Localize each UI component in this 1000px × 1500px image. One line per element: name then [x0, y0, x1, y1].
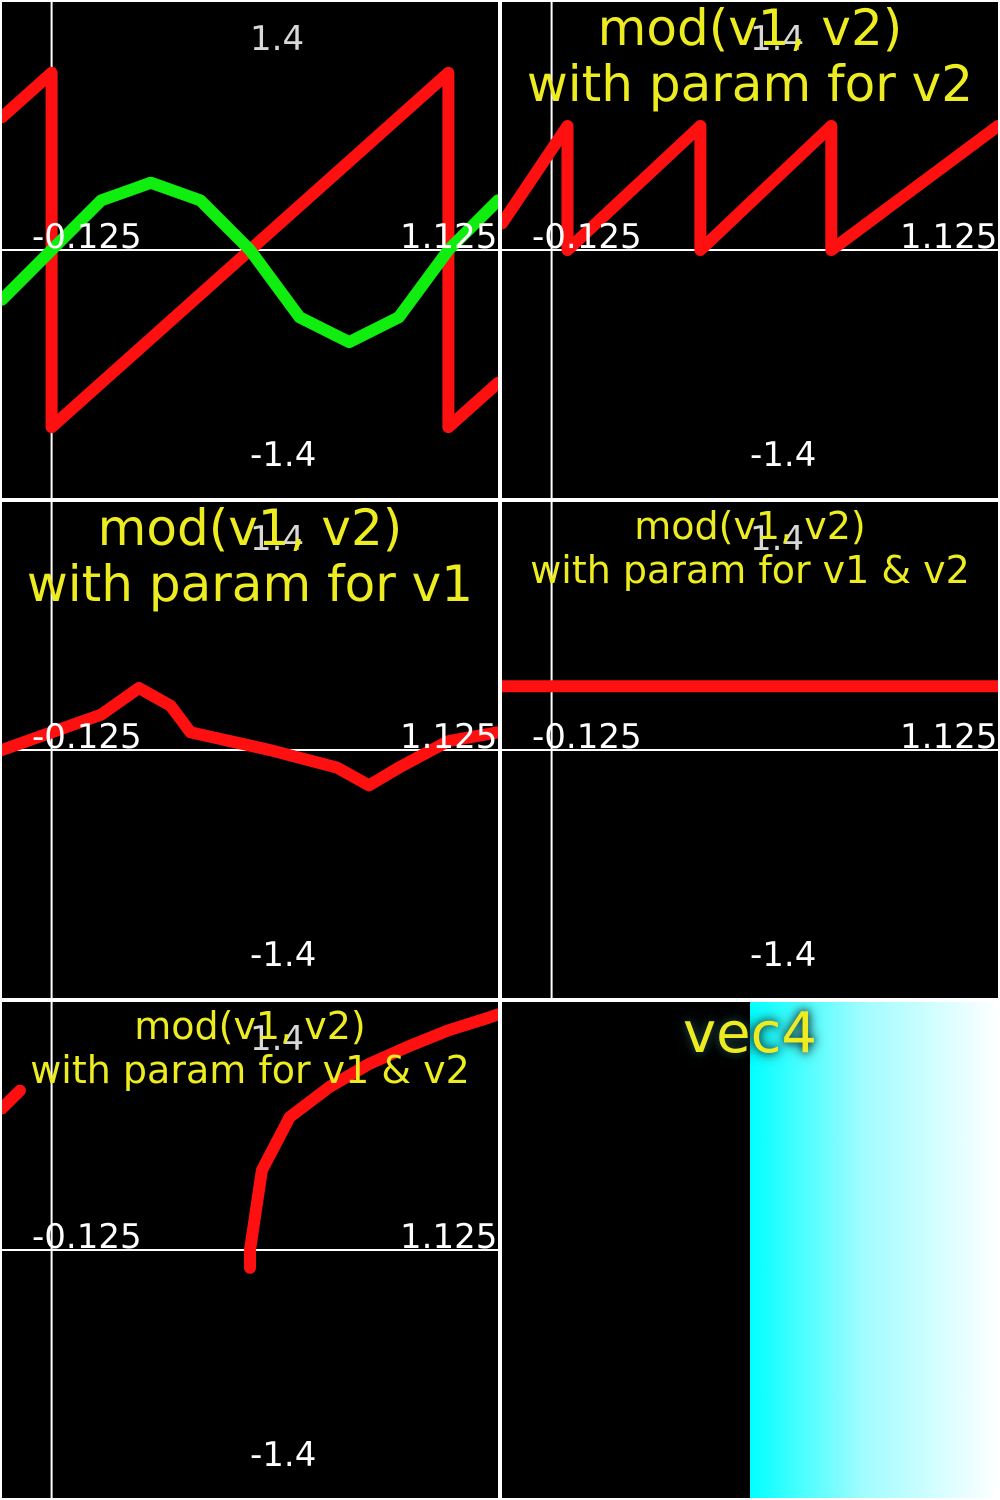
x-max-label: 1.125	[900, 217, 998, 257]
y-min-label: -1.4	[250, 935, 317, 975]
x-max-label: 1.125	[400, 217, 498, 257]
title-line-1: mod(v1, v2)	[597, 2, 903, 57]
title-line-1: mod(v1, v2)	[634, 504, 866, 548]
plot-area-1	[2, 2, 498, 498]
y-max-label: 1.4	[250, 1019, 305, 1059]
series-line-2	[244, 1008, 498, 1274]
plot-area-5	[2, 1002, 498, 1498]
x-min-label: -0.125	[32, 1217, 142, 1257]
panel-5: 1.4 -0.125 1.125 -1.4 mod(v1, v2) with p…	[2, 1002, 498, 1498]
y-max-label: 1.4	[250, 19, 305, 59]
plot-area-3	[2, 502, 498, 998]
x-min-label: -0.125	[32, 717, 142, 757]
series-line-2	[2, 176, 498, 349]
series-line-1	[2, 1084, 26, 1115]
y-max-label: 1.4	[750, 19, 805, 59]
panel-title: mod(v1, v2) with param for v1 & v2	[2, 1004, 498, 1092]
x-max-label: 1.125	[900, 717, 998, 757]
title-line-2: with param for v1 & v2	[530, 548, 970, 592]
plot-area-4	[502, 502, 998, 998]
panel-6-vec4: vec4	[502, 1002, 998, 1498]
plot-area-2	[502, 2, 998, 498]
y-max-label: 1.4	[750, 519, 805, 559]
title-line-2: with param for v1 & v2	[30, 1048, 470, 1092]
x-min-label: -0.125	[532, 217, 642, 257]
x-max-label: 1.125	[400, 717, 498, 757]
y-min-label: -1.4	[750, 435, 817, 475]
title-line-1: mod(v1, v2)	[97, 502, 403, 557]
y-max-label: 1.4	[250, 519, 305, 559]
panel-3: 1.4 -0.125 1.125 -1.4 mod(v1, v2) with p…	[2, 502, 498, 998]
series-line-1	[502, 120, 998, 256]
y-min-label: -1.4	[250, 435, 317, 475]
x-min-label: -0.125	[532, 717, 642, 757]
panel-2: 1.4 -0.125 1.125 -1.4 mod(v1, v2) with p…	[502, 2, 998, 498]
panel-title: mod(v1, v2) with param for v1 & v2	[502, 504, 998, 592]
title-line-2: with param for v2	[526, 55, 974, 113]
x-max-label: 1.125	[400, 1217, 498, 1257]
y-min-label: -1.4	[750, 935, 817, 975]
panel-title: mod(v1, v2) with param for v2	[502, 2, 998, 112]
color-swatch	[750, 1002, 998, 1498]
panel-title: vec4	[682, 1002, 817, 1066]
title-line-1: mod(v1, v2)	[134, 1004, 366, 1048]
series-line-1	[2, 682, 498, 792]
panel-1: 1.4 -0.125 1.125 -1.4	[2, 2, 498, 498]
x-min-label: -0.125	[32, 217, 142, 257]
panel-title: mod(v1, v2) with param for v1	[2, 502, 498, 612]
y-min-label: -1.4	[250, 1435, 317, 1475]
title-line-2: with param for v1	[26, 555, 474, 613]
panel-4: 1.4 -0.125 1.125 -1.4 mod(v1, v2) with p…	[502, 502, 998, 998]
